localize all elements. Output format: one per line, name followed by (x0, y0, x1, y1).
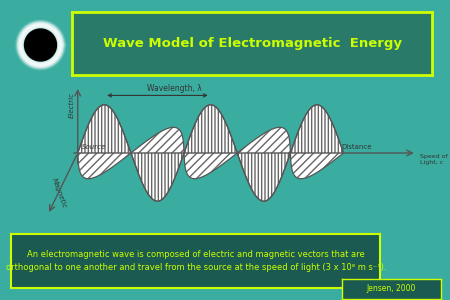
Polygon shape (237, 127, 290, 153)
Text: Jensen, 2000: Jensen, 2000 (367, 284, 416, 293)
Text: Wavelength, λ: Wavelength, λ (147, 84, 202, 93)
Circle shape (25, 29, 56, 61)
Text: Distance: Distance (342, 144, 372, 150)
Polygon shape (290, 153, 343, 179)
Polygon shape (184, 153, 237, 179)
Text: Wave Model of Electromagnetic  Energy: Wave Model of Electromagnetic Energy (103, 37, 401, 50)
Polygon shape (131, 127, 184, 153)
Text: Source: Source (82, 144, 107, 150)
Text: Speed of
Light, c: Speed of Light, c (420, 154, 448, 166)
Polygon shape (78, 153, 131, 179)
Text: Magnetic: Magnetic (51, 177, 68, 209)
Text: An electromagnetic wave is composed of electric and magnetic vectors that are
or: An electromagnetic wave is composed of e… (5, 250, 386, 272)
Text: Electric: Electric (68, 92, 74, 118)
